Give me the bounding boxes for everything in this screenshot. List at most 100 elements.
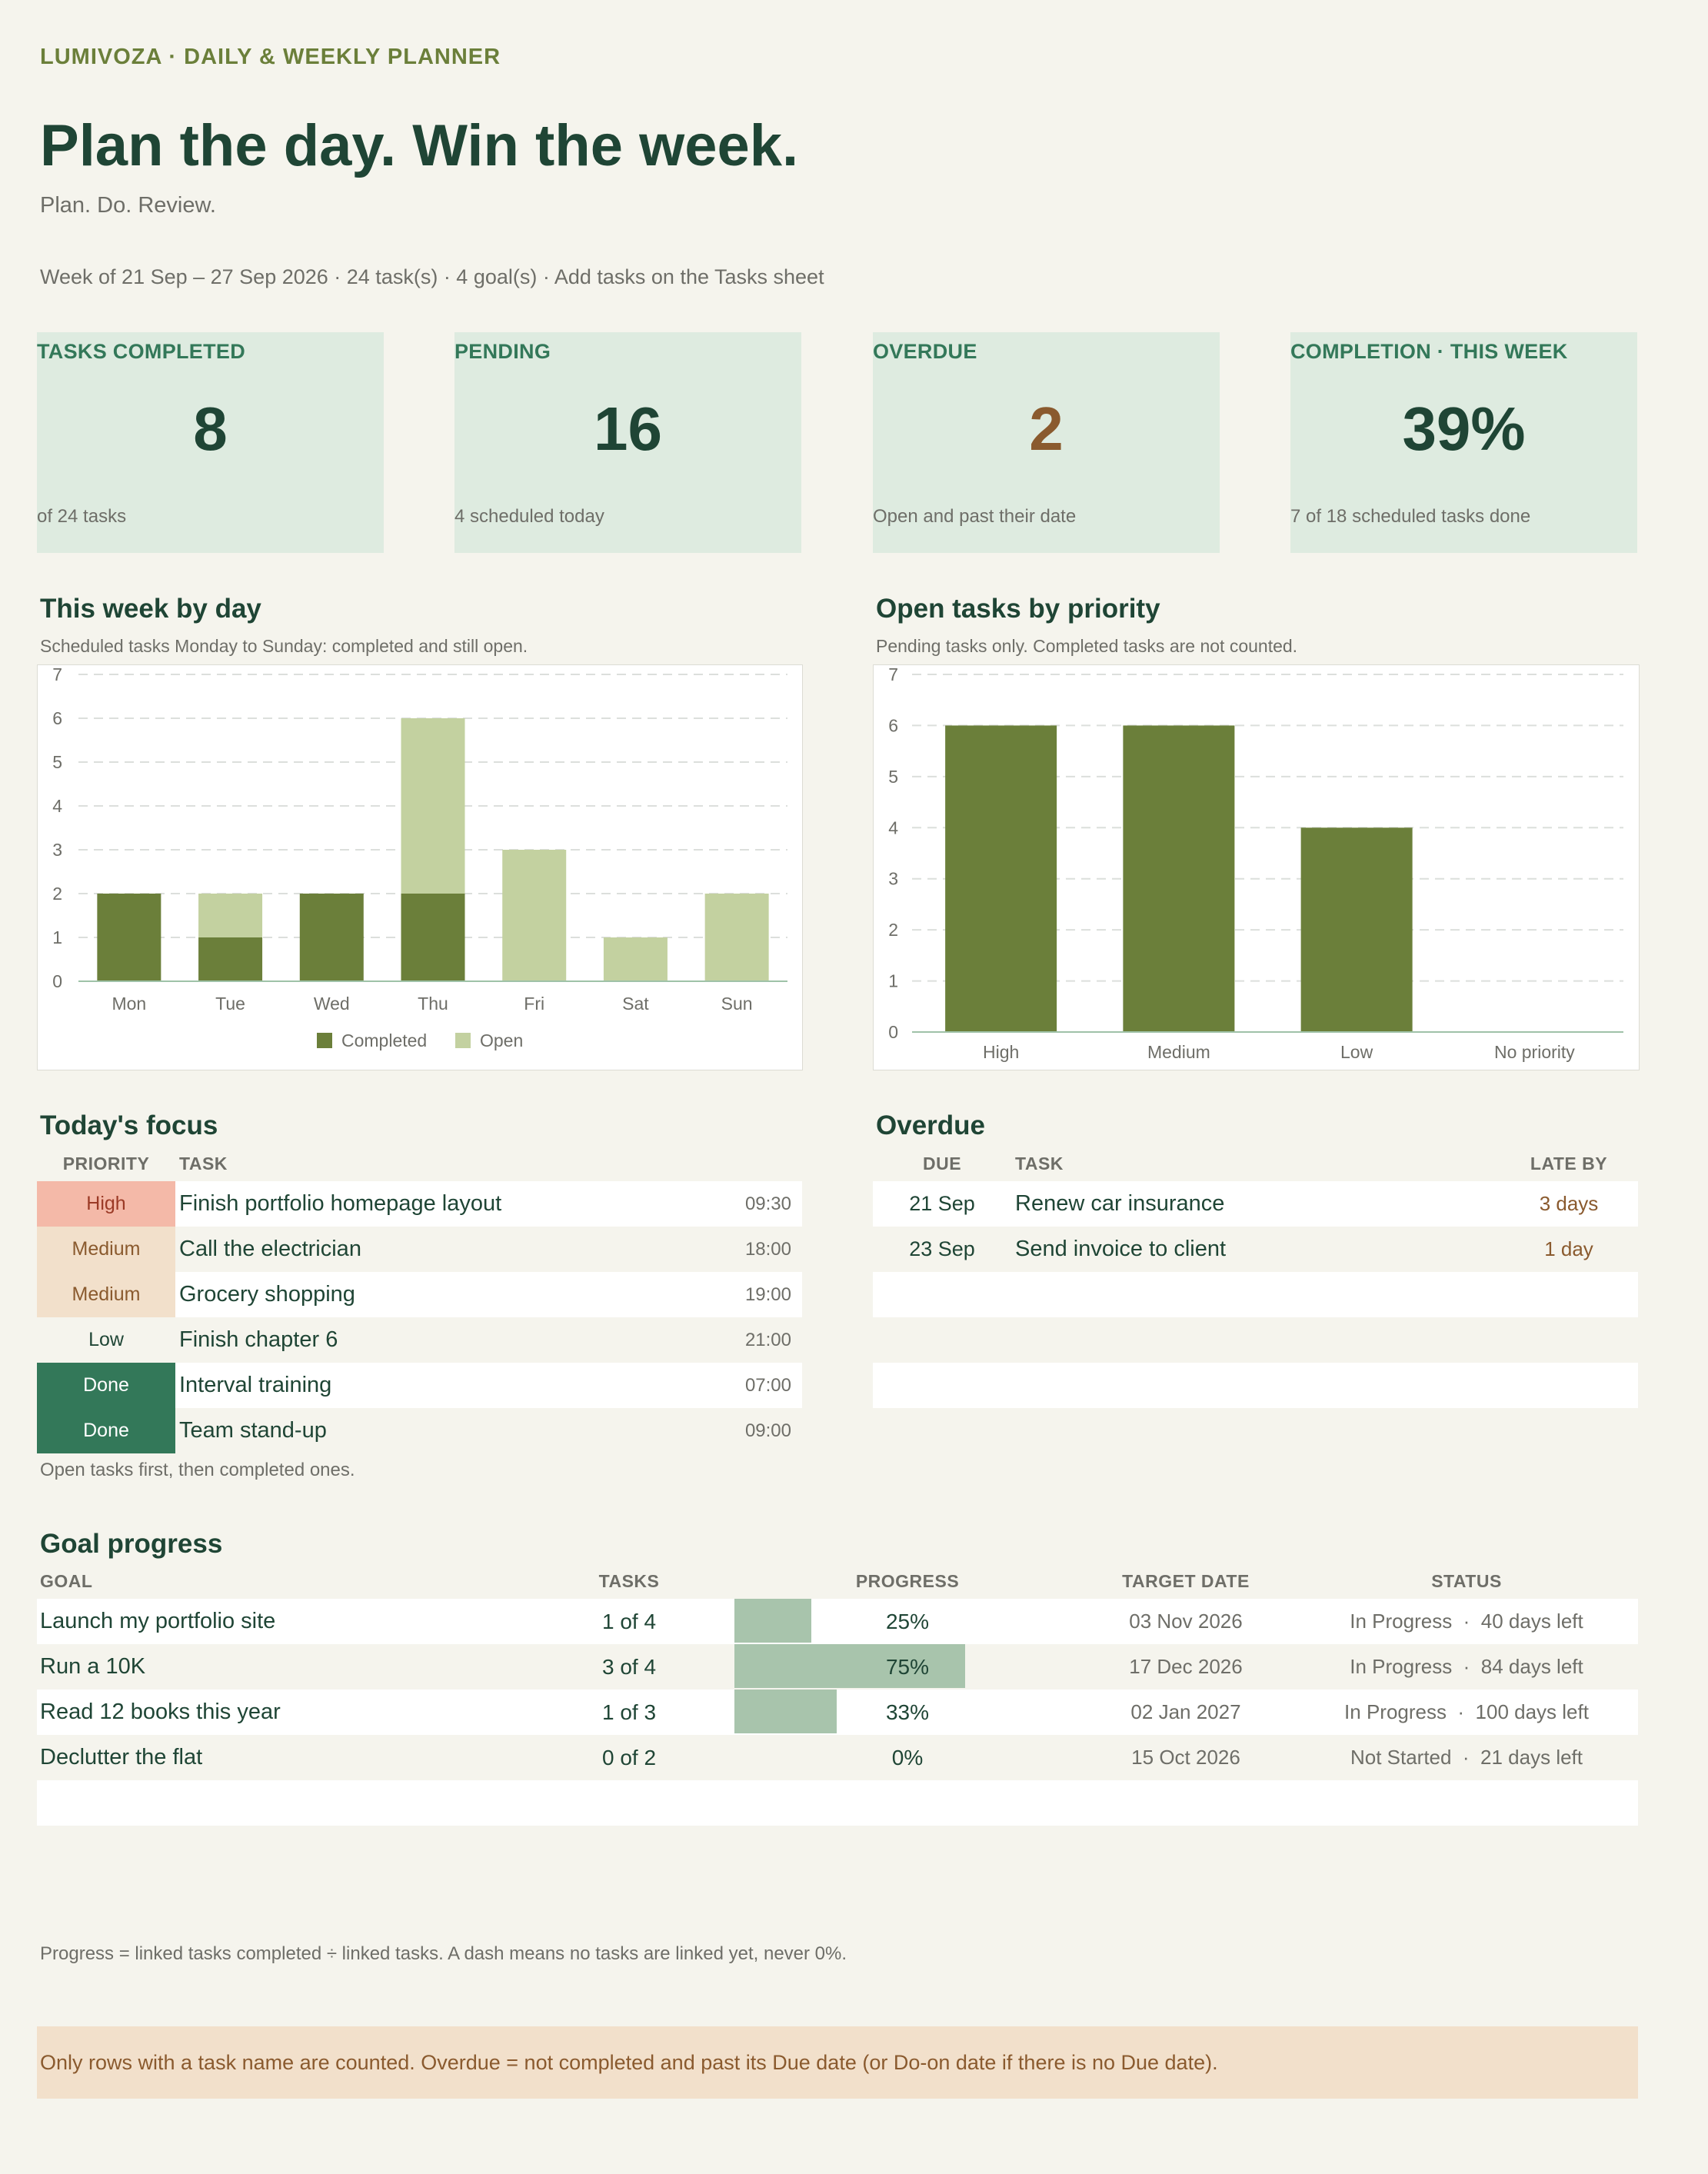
- bar-open-fri: [502, 850, 567, 981]
- overdue-due-date: 23 Sep: [909, 1237, 975, 1260]
- goals-title: Goal progress: [40, 1529, 223, 1559]
- week-chart-subtitle: Scheduled tasks Monday to Sunday: comple…: [40, 636, 528, 656]
- goals-col-status: STATUS: [1431, 1571, 1502, 1591]
- kpi-card-completed: TASKS COMPLETED 8 of 24 tasks: [37, 332, 384, 553]
- bar-completed-thu: [401, 894, 465, 981]
- kpi-label: PENDING: [454, 340, 551, 363]
- y-tick-label: 4: [888, 817, 898, 837]
- y-tick-label: 6: [52, 708, 62, 728]
- kpi-label: COMPLETION · THIS WEEK: [1290, 340, 1568, 363]
- kpi-card-pending: PENDING 16 4 scheduled today: [454, 332, 801, 553]
- legend-swatch-open: [455, 1033, 471, 1048]
- overdue-col-task: TASK: [1015, 1154, 1064, 1174]
- focus-row[interactable]: Done Interval training 07:00: [37, 1363, 802, 1408]
- x-tick-label: Fri: [524, 994, 544, 1014]
- kpi-label: OVERDUE: [873, 340, 977, 363]
- y-tick-label: 6: [888, 715, 898, 735]
- kpi-value: 39%: [1402, 395, 1526, 463]
- kpi-label: TASKS COMPLETED: [37, 340, 246, 363]
- priority-badge: Medium: [37, 1272, 175, 1317]
- x-tick-label: Wed: [314, 994, 350, 1014]
- x-tick-label: Thu: [418, 994, 448, 1014]
- week-chart-title: This week by day: [40, 594, 261, 624]
- focus-title: Today's focus: [40, 1110, 218, 1140]
- legend-label: Completed: [341, 1030, 427, 1050]
- overdue-late-by: 1 day: [1544, 1237, 1593, 1260]
- legend-label: Open: [480, 1030, 523, 1050]
- y-tick-label: 0: [888, 1022, 898, 1042]
- priority-chart-subtitle: Pending tasks only. Completed tasks are …: [876, 636, 1298, 656]
- bar-completed-mon: [97, 894, 161, 981]
- legend-swatch-completed: [317, 1033, 332, 1048]
- focus-note: Open tasks first, then completed ones.: [40, 1460, 355, 1480]
- goal-progress-label: 33%: [885, 1700, 930, 1724]
- bar-medium: [1123, 725, 1235, 1032]
- goal-status: Not Started · 21 days left: [1350, 1746, 1583, 1769]
- priority-chart: 0 1 2 3 4 5 6 7 High Medium Low No priority: [873, 664, 1640, 1070]
- priority-badge: Low: [88, 1329, 124, 1350]
- y-tick-label: 5: [52, 752, 62, 772]
- goal-name: Run a 10K: [40, 1654, 146, 1679]
- focus-task-name: Team stand-up: [179, 1418, 327, 1443]
- y-tick-label: 5: [888, 767, 898, 787]
- focus-row[interactable]: Done Team stand-up 09:00: [37, 1408, 802, 1453]
- x-tick-label: No priority: [1494, 1042, 1575, 1062]
- goals-note: Progress = linked tasks completed ÷ link…: [40, 1943, 847, 1964]
- kpi-card-completion: COMPLETION · THIS WEEK 39% 7 of 18 sched…: [1290, 332, 1637, 553]
- goal-task-count: 1 of 4: [601, 1610, 657, 1633]
- focus-task-name: Grocery shopping: [179, 1282, 355, 1307]
- y-tick-label: 2: [52, 884, 62, 904]
- goal-row[interactable]: Declutter the flat 0 of 2 0% 15 Oct 2026 Not…: [37, 1735, 1638, 1780]
- priority-badge: Done: [37, 1408, 175, 1453]
- overdue-row: [873, 1363, 1638, 1408]
- overdue-col-due: DUE: [922, 1154, 962, 1174]
- kpi-value: 16: [594, 395, 662, 463]
- focus-row[interactable]: Medium Grocery shopping 19:00: [37, 1272, 802, 1317]
- focus-task-time: 09:00: [744, 1420, 791, 1441]
- kpi-note: of 24 tasks: [37, 506, 127, 527]
- bar-open-thu: [401, 718, 465, 894]
- page-subtitle: Plan. Do. Review.: [40, 193, 216, 218]
- goal-target-date: 17 Dec 2026: [1129, 1655, 1243, 1678]
- goals-col-tasks: TASKS: [598, 1571, 660, 1591]
- kpi-note: 7 of 18 scheduled tasks done: [1290, 506, 1531, 527]
- overdue-row[interactable]: 23 Sep Send invoice to client 1 day: [873, 1227, 1638, 1272]
- focus-task-time: 21:00: [744, 1330, 791, 1350]
- focus-row[interactable]: High Finish portfolio homepage layout 09:3…: [37, 1181, 802, 1227]
- focus-row[interactable]: Low Finish chapter 6 21:00: [37, 1317, 802, 1363]
- week-chart-svg: 0 1 2 3 4 5 6 7 Mon Tue Wed Thu Fri Sat Sun Completed Op…: [52, 665, 787, 1050]
- overdue-due-date: 21 Sep: [909, 1192, 975, 1215]
- goal-target-date: 02 Jan 2027: [1130, 1700, 1241, 1723]
- goals-col-goal: GOAL: [40, 1571, 93, 1591]
- brand-label: LUMIVOZA · DAILY & WEEKLY PLANNER: [40, 45, 501, 69]
- focus-task-name: Finish portfolio homepage layout: [179, 1191, 502, 1216]
- goal-row[interactable]: Read 12 books this year 1 of 3 33% 02 Jan 2…: [37, 1690, 1638, 1735]
- goal-progress-label: 25%: [885, 1610, 930, 1633]
- goal-row[interactable]: Run a 10K 3 of 4 75% 17 Dec 2026 In Progress…: [37, 1644, 1638, 1690]
- y-tick-label: 1: [52, 927, 62, 947]
- goal-progress-bar: [734, 1644, 965, 1688]
- bar-completed-tue: [198, 937, 263, 981]
- y-tick-label: 0: [52, 971, 62, 991]
- bar-open-tue: [198, 894, 263, 937]
- bar-high: [945, 725, 1057, 1032]
- priority-badge: Done: [37, 1363, 175, 1408]
- goal-progress-label: 0%: [891, 1746, 924, 1769]
- goal-status: In Progress · 100 days left: [1344, 1700, 1589, 1723]
- kpi-note: 4 scheduled today: [454, 506, 604, 527]
- kpi-note: Open and past their date: [873, 506, 1077, 527]
- goal-row[interactable]: Launch my portfolio site 1 of 4 25% 03 Nov …: [37, 1599, 1638, 1644]
- focus-row[interactable]: Medium Call the electrician 18:00: [37, 1227, 802, 1272]
- overdue-row: [873, 1272, 1638, 1317]
- goal-progress-label: 75%: [885, 1655, 930, 1679]
- focus-task-name: Finish chapter 6: [179, 1327, 338, 1352]
- priority-chart-title: Open tasks by priority: [876, 594, 1160, 624]
- x-tick-label: Low: [1340, 1042, 1373, 1062]
- x-tick-label: Tue: [215, 994, 245, 1014]
- focus-task-name: Call the electrician: [179, 1237, 361, 1261]
- focus-task-time: 19:00: [744, 1284, 791, 1305]
- overdue-row[interactable]: 21 Sep Renew car insurance 3 days: [873, 1181, 1638, 1227]
- priority-badge: Medium: [37, 1227, 175, 1272]
- priority-chart-svg: 0 1 2 3 4 5 6 7 High Medium Low No priority: [888, 665, 1623, 1062]
- goal-row: [37, 1780, 1638, 1826]
